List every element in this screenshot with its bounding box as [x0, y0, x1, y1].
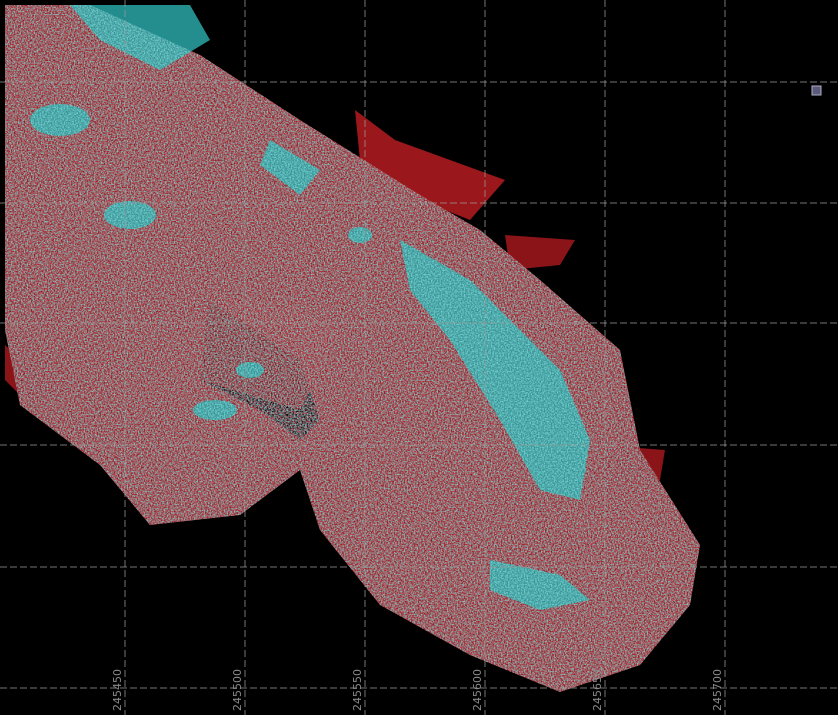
x-axis-label: 245500 [231, 669, 244, 711]
x-axis-label: 245600 [471, 669, 484, 711]
point-cloud-view: 245450 245500 245550 245600 245650 245700 [0, 0, 838, 715]
x-axis-label: 245550 [351, 669, 364, 711]
marker-square [812, 86, 821, 95]
x-axis-label: 245450 [111, 669, 124, 711]
page: {"viewer": {"x_labels": ["245450", "2455… [0, 0, 838, 715]
x-axis-label: 245650 [591, 669, 604, 711]
x-axis-label: 245700 [711, 669, 724, 711]
